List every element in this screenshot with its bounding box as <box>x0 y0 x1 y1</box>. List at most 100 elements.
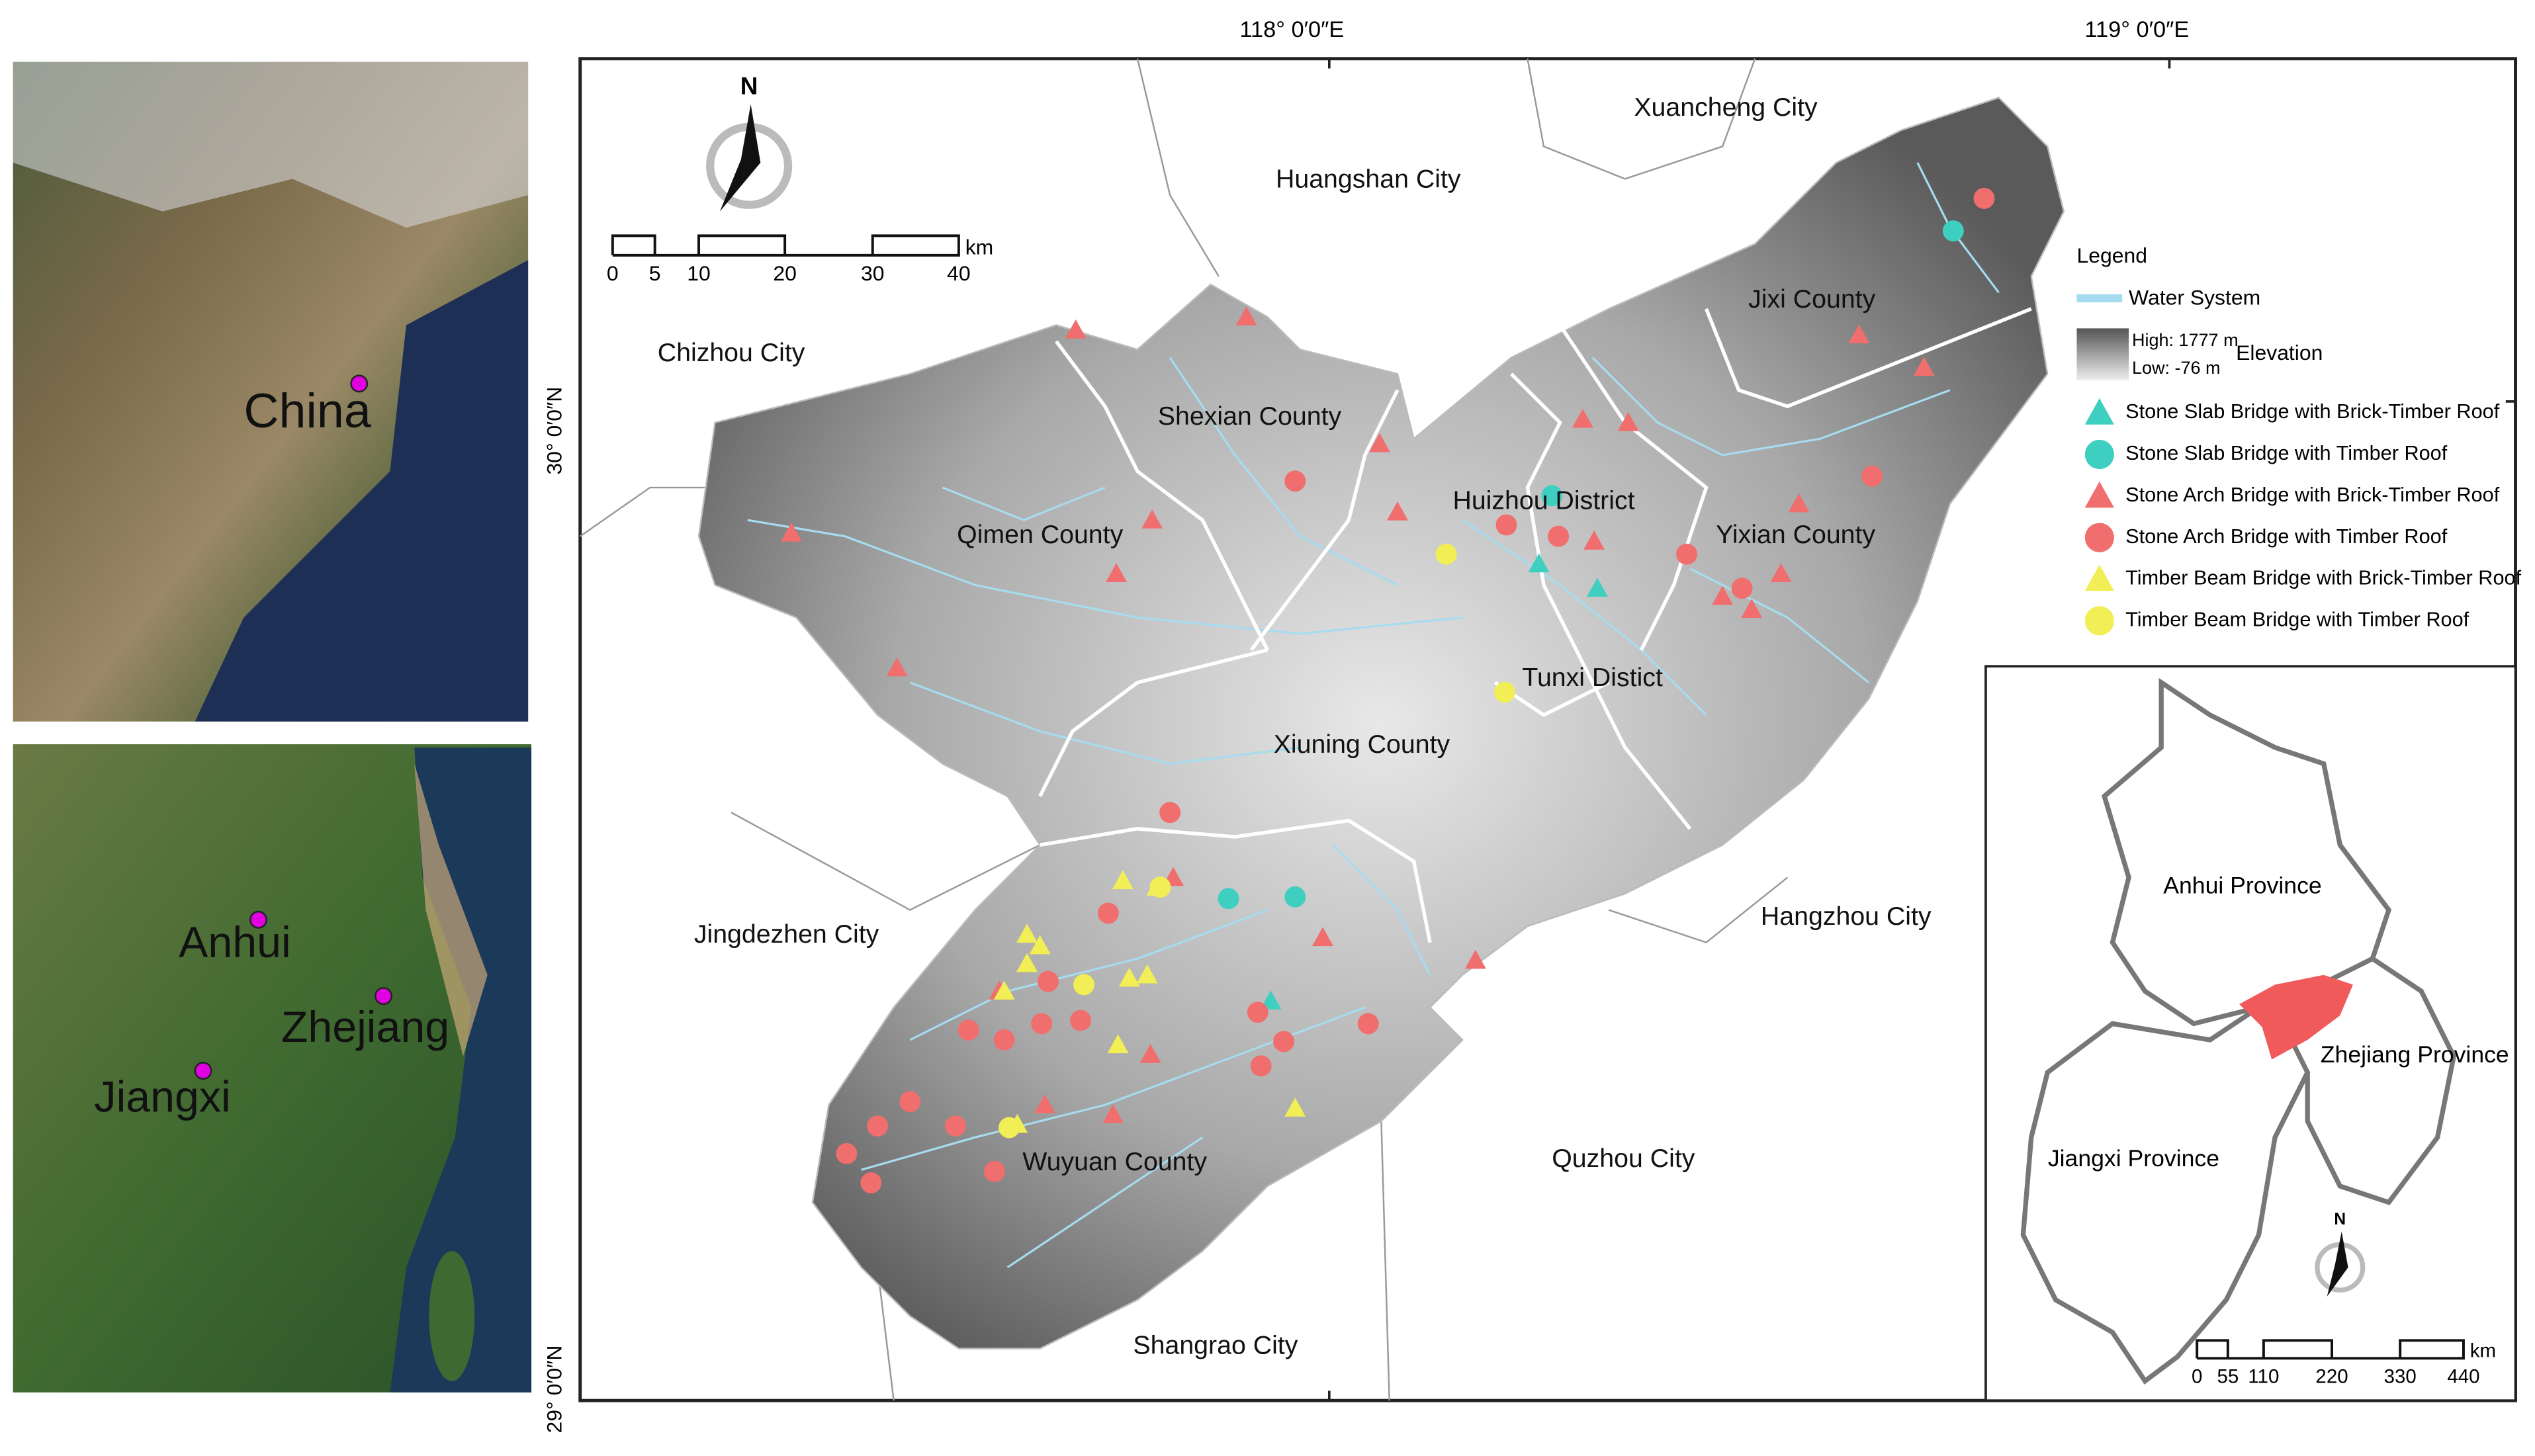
triangle-symbol <box>1712 585 1734 605</box>
ocean <box>195 260 529 722</box>
study-area-inset <box>2239 974 2353 1060</box>
longitude-label: 119° 0′0″E <box>2084 17 2189 42</box>
triangle-symbol <box>1312 927 1333 947</box>
scale-label: 0 <box>607 261 619 285</box>
circle-symbol <box>2084 606 2114 636</box>
triangle-symbol <box>1106 563 1128 582</box>
province-label: Zhejiang Province <box>2321 1041 2509 1068</box>
triangle-symbol <box>2084 564 2114 591</box>
triangle-symbol <box>1583 531 1605 550</box>
circle-symbol <box>867 1115 889 1137</box>
circle-symbol <box>1273 1031 1295 1052</box>
scale-label: 330 <box>2384 1366 2417 1388</box>
triangle-symbol <box>780 522 802 542</box>
triangle-symbol <box>1034 1094 1056 1114</box>
point <box>249 910 267 929</box>
north-label: N <box>740 73 758 100</box>
point <box>194 1062 212 1080</box>
legend-label: Low: -76 m <box>2132 358 2221 378</box>
circle-symbol <box>945 1115 966 1137</box>
scale-unit: km <box>2470 1340 2496 1361</box>
scale-label: 110 <box>2248 1366 2279 1388</box>
triangle-symbol <box>1141 509 1163 529</box>
legend-label: Timber Beam Bridge with Brick-Timber Roo… <box>2125 566 2521 589</box>
place-label: Shangrao City <box>1133 1331 1298 1360</box>
circle-symbol <box>1070 1009 1092 1031</box>
place-label: Huangshan City <box>1276 164 1461 193</box>
triangle-symbol <box>1118 967 1140 987</box>
triangle-symbol <box>1065 319 1087 339</box>
scale-label: 55 <box>2217 1366 2239 1388</box>
triangle-symbol <box>1572 408 1593 428</box>
triangle-symbol <box>1788 493 1810 513</box>
legend-label: Stone Arch Bridge with Timber Roof <box>2125 525 2448 548</box>
label: Jiangxi <box>94 1072 230 1121</box>
triangle-symbol <box>1016 953 1038 972</box>
place-label: Tunxi Distict <box>1522 663 1663 692</box>
snow <box>13 62 529 228</box>
place-label: Huizhou District <box>1452 486 1634 515</box>
scale-line <box>2196 1339 2465 1360</box>
legend-label: Elevation <box>2236 341 2323 364</box>
place-label: Jingdezhen City <box>694 920 879 949</box>
longitude-label: 118° 0′0″E <box>1239 17 1344 42</box>
circle-symbol <box>1548 525 1570 547</box>
triangle-symbol <box>1528 553 1550 573</box>
inset-frame <box>1984 665 2517 1402</box>
triangle-symbol <box>1029 935 1051 955</box>
admin-lines <box>580 58 1789 1401</box>
island <box>429 1251 475 1381</box>
triangle-symbol <box>1386 501 1408 521</box>
triangle-symbol <box>1464 949 1486 969</box>
circle-symbol <box>1942 220 1964 241</box>
legend-label: Water System <box>2129 286 2260 310</box>
legend-label: High: 1777 m <box>2132 330 2239 350</box>
province-label: Anhui Province <box>2163 873 2321 899</box>
triangle-symbol <box>1107 1034 1129 1054</box>
scale-label: 40 <box>947 261 971 285</box>
latitude-label: 30° 0′0″N <box>542 387 566 475</box>
scale-label: 20 <box>773 261 796 285</box>
triangle-symbol <box>1368 433 1390 452</box>
circle-symbol <box>1038 970 1059 992</box>
label: Anhui <box>179 918 291 967</box>
circle-symbol <box>1861 465 1883 487</box>
place-labels: Chizhou City Huangshan City Xuancheng City… <box>658 93 1932 1359</box>
graticule: 118° 0′0″E 119° 0′0″E 30° 0′0″N 29° 0′0″N <box>542 17 2516 1434</box>
place-label: Wuyuan County <box>1022 1147 1207 1176</box>
circle-symbol <box>1284 470 1306 492</box>
circle-symbol <box>899 1091 921 1113</box>
triangle-symbol <box>1102 1104 1124 1123</box>
latitude-label: 29° 0′0″N <box>542 1346 566 1434</box>
legend-title: Legend <box>2076 243 2147 267</box>
legend-label: Stone Slab Bridge with Timber Roof <box>2125 441 2448 464</box>
triangle-symbol <box>1112 870 1134 890</box>
place-label: Chizhou City <box>658 338 805 367</box>
triangle-symbol <box>886 657 908 677</box>
legend: Legend Water System High: 1777 m Low: -7… <box>2076 243 2522 636</box>
circle-symbol <box>1031 1013 1053 1035</box>
scale-label: 220 <box>2315 1366 2348 1388</box>
place-label: Xiuning County <box>1274 730 1450 759</box>
label: China <box>244 383 371 438</box>
circle-symbol <box>993 1029 1015 1050</box>
scale-label: 30 <box>861 261 885 285</box>
scale-label: 10 <box>687 261 710 285</box>
circle-symbol <box>2084 439 2114 470</box>
triangle-symbol <box>1284 1097 1306 1117</box>
bridge-symbols <box>780 187 1995 1194</box>
north-arrow <box>719 104 761 212</box>
legend-label: Timber Beam Bridge with Timber Roof <box>2125 608 2469 631</box>
circle-symbol <box>1073 974 1094 996</box>
circle-symbol <box>957 1019 979 1041</box>
place-label: Hangzhou City <box>1761 902 1932 931</box>
triangle-symbol <box>1770 563 1792 582</box>
triangle-symbol <box>2084 398 2114 425</box>
circle-symbol <box>1159 802 1181 824</box>
point <box>375 987 393 1006</box>
circle-symbol <box>1541 485 1563 507</box>
circle-symbol <box>1357 1013 1379 1035</box>
triangle-symbol <box>1913 357 1935 376</box>
circle-symbol <box>1149 877 1171 898</box>
triangle-symbol <box>1260 990 1282 1009</box>
